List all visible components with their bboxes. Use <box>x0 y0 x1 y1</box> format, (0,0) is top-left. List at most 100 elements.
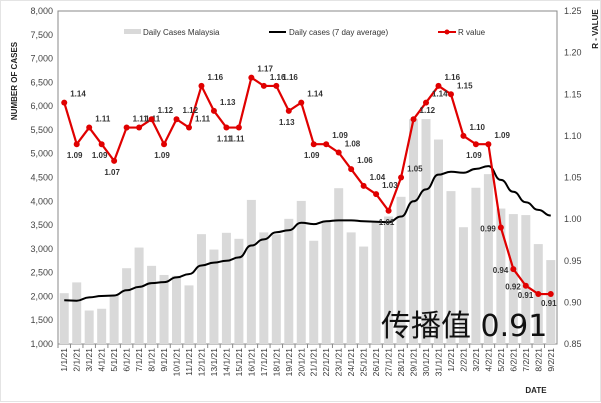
r-value-data-label: 1.09 <box>494 131 510 140</box>
bar-daily-cases <box>409 119 419 344</box>
y2-tick-label: 1.15 <box>564 89 582 99</box>
bar-daily-cases <box>172 275 182 344</box>
y-tick-label: 4,500 <box>30 173 53 183</box>
y2-tick-label: 1.25 <box>564 6 582 16</box>
r-value-data-label: 0.92 <box>505 283 521 292</box>
r-value-point <box>497 224 504 231</box>
x-tick-label: 31/1/21 <box>433 348 443 377</box>
x-tick-label: 30/1/21 <box>421 348 431 377</box>
x-tick-label: 9/1/21 <box>159 348 169 372</box>
x-tick-label: 12/1/21 <box>196 348 206 377</box>
r-value-point <box>210 107 217 114</box>
x-tick-label: 3/1/21 <box>84 348 94 372</box>
r-value-data-label: 1.09 <box>67 151 83 160</box>
r-value-data-label: 1.09 <box>466 151 482 160</box>
r-value-data-label: 1.17 <box>257 65 273 74</box>
y-axis-title: NUMBER OF CASES <box>10 41 19 120</box>
bar-daily-cases <box>109 295 119 344</box>
r-value-data-label: 1.11 <box>217 135 233 144</box>
r-value-point <box>310 141 317 148</box>
y2-tick-label: 1.05 <box>564 173 582 183</box>
r-value-point <box>73 141 80 148</box>
line-r-value <box>63 75 551 296</box>
y-tick-label: 6,000 <box>30 101 53 111</box>
overlay-caption: 传播值 0.91 <box>381 309 548 344</box>
r-value-data-label: 0.94 <box>493 266 509 275</box>
bar-daily-cases <box>359 246 369 344</box>
r-value-point <box>223 124 230 131</box>
x-tick-label: 2/1/21 <box>72 348 82 372</box>
x-tick-label: 22/1/21 <box>321 348 331 377</box>
y2-tick-label: 0.95 <box>564 256 582 266</box>
y-tick-label: 3,000 <box>30 244 53 254</box>
y2-tick-label: 1.10 <box>564 131 582 141</box>
x-tick-label: 11/1/21 <box>184 348 194 376</box>
r-value-data-label: 1.12 <box>183 106 199 115</box>
r-value-point <box>161 141 168 148</box>
bar-daily-cases <box>159 274 169 344</box>
r-value-point <box>235 124 242 131</box>
r-value-data-label: 1.04 <box>370 173 386 182</box>
bar-daily-cases <box>209 249 219 344</box>
x-tick-label: 24/1/21 <box>346 348 356 377</box>
x-tick-label: 19/1/21 <box>284 348 294 377</box>
r-value-data-label: 1.14 <box>70 90 86 99</box>
x-tick-label: 28/1/21 <box>396 348 406 377</box>
bar-daily-cases <box>259 232 269 344</box>
r-value-point <box>323 141 330 148</box>
r-value-data-label: 0.99 <box>480 224 496 233</box>
x-tick-label: 4/2/21 <box>483 348 493 372</box>
x-tick-label: 29/1/21 <box>409 348 419 377</box>
r-value-data-label: 1.16 <box>282 73 298 82</box>
y-tick-label: 1,000 <box>30 339 53 349</box>
x-tick-label: 5/2/21 <box>496 348 506 372</box>
bar-daily-cases <box>421 119 431 345</box>
bar-daily-cases <box>147 265 157 344</box>
r-value-data-label: 1.14 <box>432 90 448 99</box>
x-tick-label: 1/2/21 <box>446 348 456 372</box>
x-tick-label: 17/1/21 <box>259 348 269 377</box>
bar-daily-cases <box>59 293 69 344</box>
y-tick-label: 3,500 <box>30 220 53 230</box>
bar-daily-cases <box>84 310 94 344</box>
bar-daily-cases <box>234 238 244 344</box>
r-value-point <box>472 141 479 148</box>
x-tick-label: 27/1/21 <box>384 348 394 377</box>
legend-label-r-value: R value <box>458 28 486 37</box>
r-value-data-label: 1.09 <box>154 151 170 160</box>
bar-daily-cases <box>271 234 281 344</box>
bar-daily-cases <box>471 187 481 344</box>
bar-daily-cases <box>184 285 194 344</box>
x-tick-label: 9/2/21 <box>546 348 556 372</box>
x-tick-label: 16/1/21 <box>246 348 256 377</box>
r-value-point <box>136 124 143 131</box>
x-tick-label: 7/1/21 <box>134 348 144 372</box>
bar-daily-cases <box>134 247 144 344</box>
r-value-data-label: 1.09 <box>92 151 108 160</box>
x-axis-title: DATE <box>525 386 547 395</box>
x-tick-label: 18/1/21 <box>271 348 281 377</box>
r-value-point <box>447 91 454 98</box>
r-value-point <box>98 141 105 148</box>
r-value-point <box>123 124 130 131</box>
r-value-point <box>460 132 467 139</box>
x-tick-label: 26/1/21 <box>371 348 381 377</box>
r-value-point <box>485 141 492 148</box>
x-tick-label: 14/1/21 <box>221 348 231 377</box>
y-tick-label: 5,500 <box>30 125 53 135</box>
r-value-data-label: 1.14 <box>307 90 323 99</box>
bar-daily-cases <box>221 232 231 344</box>
r-value-point <box>285 107 292 114</box>
r-value-point <box>435 82 442 89</box>
r-value-point <box>185 124 192 131</box>
r-value-data-label: 1.11 <box>195 115 211 124</box>
y-tick-label: 2,000 <box>30 291 53 301</box>
r-value-data-label: 1.09 <box>304 151 320 160</box>
y-tick-label: 1,500 <box>30 315 53 325</box>
y2-tick-label: 1.20 <box>564 48 582 58</box>
y-tick-label: 6,500 <box>30 77 53 87</box>
r-value-point <box>360 182 367 189</box>
r-value-point <box>547 291 554 298</box>
y-tick-label: 7,000 <box>30 54 53 64</box>
